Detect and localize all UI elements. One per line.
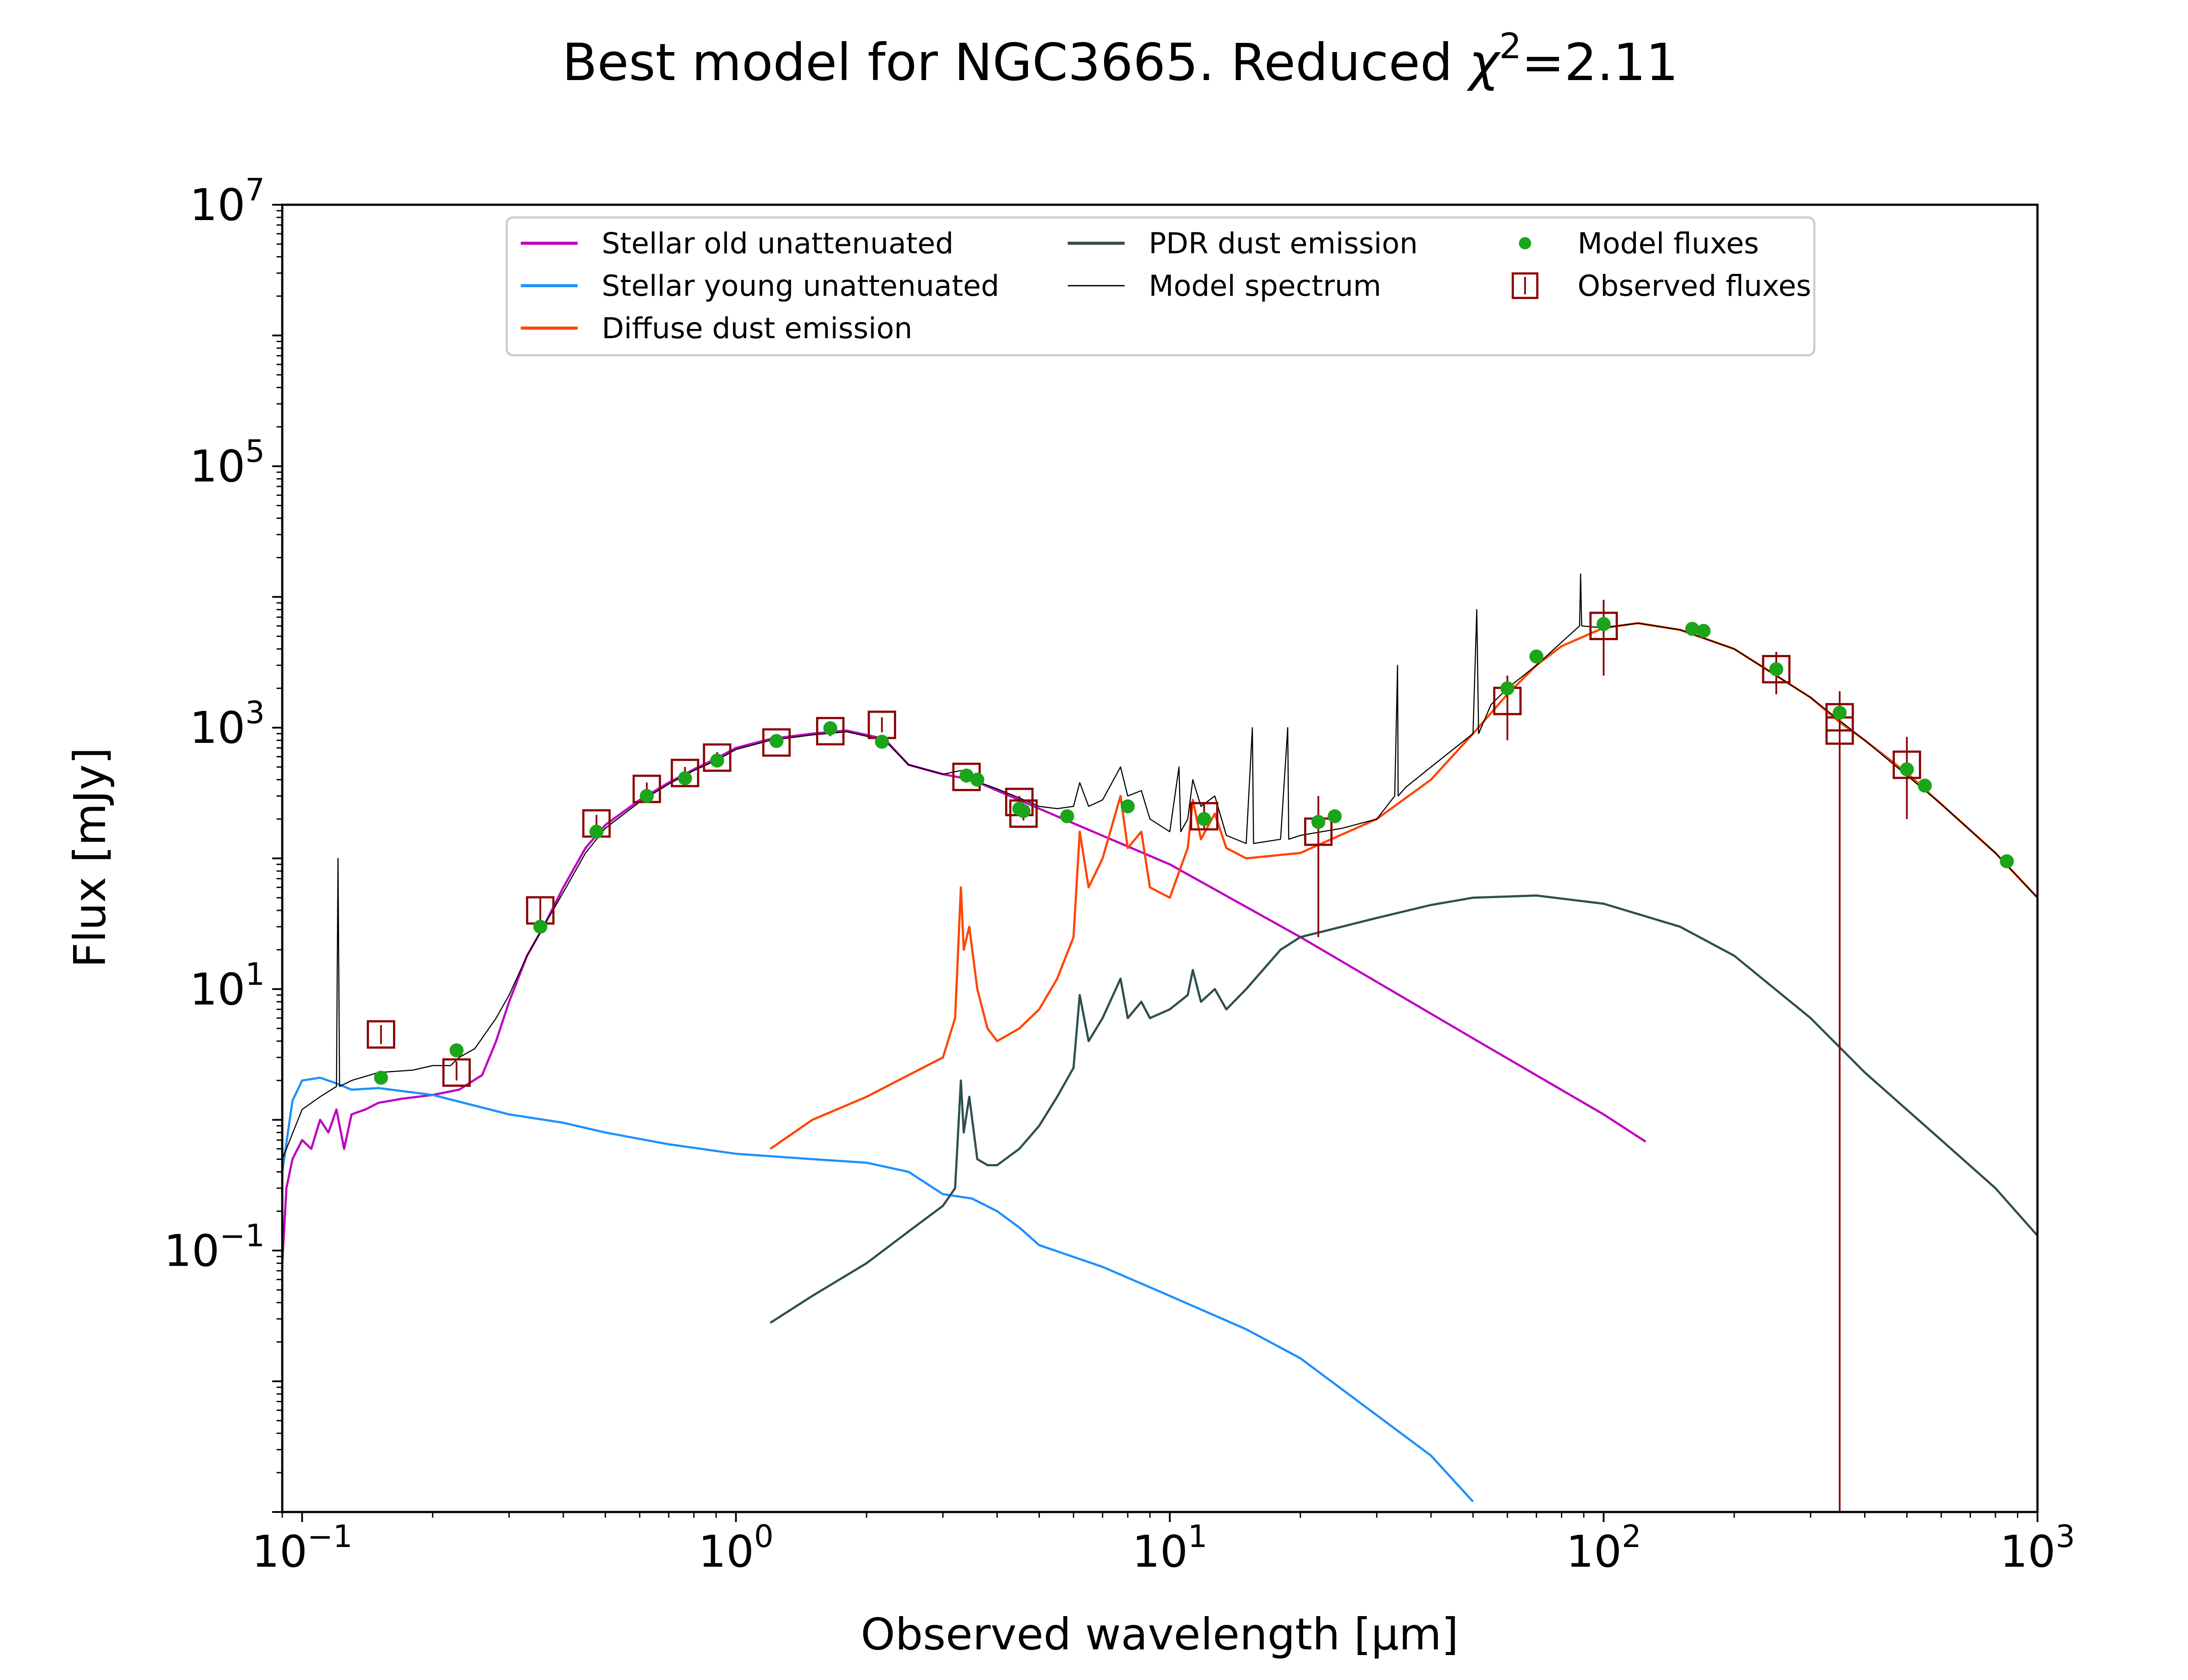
- x-tick-label: 102: [1566, 1519, 1641, 1577]
- model-flux-point: [970, 773, 985, 787]
- model-flux-point: [1500, 681, 1515, 696]
- model-flux-point: [449, 1043, 464, 1057]
- x-tick-label: 100: [698, 1519, 774, 1577]
- series-line-model-spectrum: [282, 573, 2037, 1159]
- model-flux-point: [1697, 623, 1711, 638]
- y-tick-label: 103: [189, 695, 265, 753]
- model-flux-point: [1529, 649, 1544, 664]
- observed-flux-marker: [1190, 802, 1219, 831]
- model-flux-point: [374, 1071, 388, 1085]
- legend-item-diffuse-dust-emission: Diffuse dust emission: [521, 312, 912, 345]
- model-flux-point: [1900, 762, 1914, 777]
- legend-swatch: [1511, 272, 1539, 299]
- legend-item-stellar-old-unattenuated: Stellar old unattenuated: [521, 227, 954, 260]
- model-flux-point: [1918, 778, 1932, 793]
- legend-label: Diffuse dust emission: [602, 312, 912, 345]
- plot-markers-group: [367, 600, 2014, 1512]
- chart-title-suffix: =2.11: [1522, 32, 1679, 92]
- legend-item-observed-fluxes: Observed fluxes: [1511, 269, 1811, 303]
- observed-flux-marker: [703, 743, 732, 772]
- legend-label: Stellar old unattenuated: [602, 227, 954, 260]
- legend-label: Observed fluxes: [1578, 269, 1811, 303]
- model-flux-point: [1769, 662, 1784, 676]
- model-flux-point: [823, 721, 838, 735]
- y-tick-label: 101: [189, 956, 265, 1015]
- legend-label: Model spectrum: [1149, 269, 1381, 303]
- legend-item-stellar-young-unattenuated: Stellar young unattenuated: [521, 269, 999, 303]
- model-flux-point: [769, 734, 784, 748]
- y-tick-label: 10−1: [164, 1218, 265, 1276]
- observed-flux-marker: [1589, 612, 1618, 640]
- model-flux-point: [678, 771, 692, 785]
- model-flux-point: [1328, 809, 1342, 823]
- x-axis: 10−1 100 101 102 103: [252, 1512, 2075, 1577]
- legend-item-model-spectrum: Model spectrum: [1068, 269, 1381, 303]
- y-tick-label: 107: [189, 172, 265, 231]
- legend-swatch: [1519, 237, 1531, 249]
- legend-label: Model fluxes: [1578, 227, 1759, 260]
- model-flux-point: [640, 789, 654, 803]
- observed-flux-marker: [762, 728, 791, 757]
- model-flux-point: [1311, 815, 1325, 829]
- observed-flux-marker: [1762, 655, 1791, 684]
- legend-item-model-fluxes: Model fluxes: [1519, 227, 1759, 260]
- model-flux-point: [875, 735, 889, 749]
- model-flux-point: [1016, 804, 1031, 818]
- x-tick-label: 101: [1132, 1519, 1207, 1577]
- series-line-stellar-young-unattenuated: [282, 1076, 1474, 1502]
- model-flux-point: [1832, 706, 1847, 720]
- series-line-stellar-old-unattenuated: [282, 729, 1647, 1264]
- x-tick-label: 103: [2000, 1519, 2075, 1577]
- chart-title-sup: 2: [1499, 26, 1522, 66]
- model-flux-point: [1596, 617, 1611, 631]
- x-axis-label: Observed wavelength [μm]: [861, 1609, 1459, 1660]
- plot-series-group: [282, 573, 2037, 1502]
- series-line-pdr-dust-emission: [769, 894, 2037, 1324]
- model-flux-point: [1060, 809, 1074, 823]
- legend: Stellar old unattenuated Stellar young un…: [505, 216, 1816, 357]
- observed-flux-marker: [367, 1020, 396, 1049]
- chart-title-chi: χ: [1466, 32, 1501, 92]
- y-axis: 10−1 101 103 105 107: [164, 172, 282, 1513]
- model-flux-point: [533, 920, 547, 934]
- observed-flux-marker: [442, 1058, 471, 1087]
- observed-flux-marker: [1009, 799, 1038, 828]
- chart-title: Best model for NGC3665. Reduced χ2=2.11: [562, 26, 1679, 92]
- model-flux-point: [1685, 622, 1699, 636]
- model-flux-point: [710, 753, 724, 768]
- observed-flux-marker: [670, 759, 699, 788]
- legend-item-pdr-dust-emission: PDR dust emission: [1068, 227, 1418, 260]
- model-flux-point: [1197, 812, 1211, 826]
- y-axis-label: Flux [mJy]: [64, 747, 116, 968]
- y-tick-label: 105: [189, 434, 265, 492]
- legend-label: PDR dust emission: [1149, 227, 1418, 260]
- model-flux-point: [959, 768, 974, 783]
- x-tick-label: 10−1: [252, 1519, 352, 1577]
- observed-flux-marker: [816, 717, 845, 746]
- model-flux-point: [1121, 799, 1135, 814]
- model-flux-point: [589, 825, 604, 839]
- model-flux-point: [2000, 854, 2014, 868]
- legend-frame: [505, 216, 1816, 357]
- legend-label: Stellar young unattenuated: [602, 269, 999, 303]
- observed-flux-marker: [1893, 750, 1922, 779]
- chart-title-prefix: Best model for NGC3665. Reduced: [562, 32, 1469, 92]
